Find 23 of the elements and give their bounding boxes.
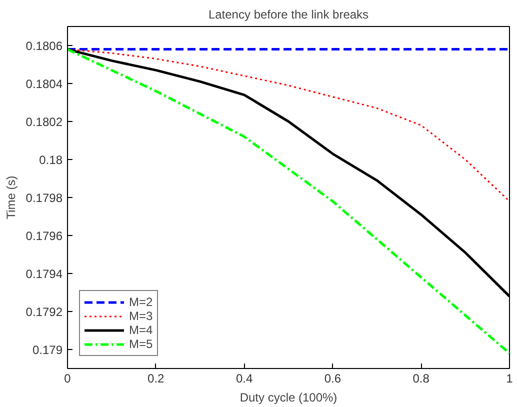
x-tick-label: 0.8 xyxy=(412,372,430,386)
y-tick-label: 0.1794 xyxy=(26,267,63,281)
y-tick-label: 0.18 xyxy=(39,153,63,167)
legend-label: M=2 xyxy=(129,295,153,309)
y-axis-title: Time (s) xyxy=(4,176,18,220)
legend-label: M=5 xyxy=(129,337,153,351)
y-tick-label: 0.1802 xyxy=(26,115,63,129)
x-tick-label: 1 xyxy=(506,372,514,386)
y-tick-label: 0.1798 xyxy=(26,191,63,205)
y-tick-label: 0.1806 xyxy=(26,39,63,53)
legend-label: M=3 xyxy=(129,309,153,323)
y-tick-label: 0.1796 xyxy=(26,229,63,243)
legend-label: M=4 xyxy=(129,323,153,337)
x-tick-label: 0.4 xyxy=(236,372,253,386)
y-tick-label: 0.1792 xyxy=(26,305,63,319)
x-tick-label: 0 xyxy=(64,372,72,386)
x-tick-label: 0.6 xyxy=(324,372,342,386)
y-tick-label: 0.1804 xyxy=(26,77,63,91)
y-tick-label: 0.179 xyxy=(32,343,63,357)
x-axis-title: Duty cycle (100%) xyxy=(240,390,338,404)
x-tick-label: 0.2 xyxy=(148,372,165,386)
line-series xyxy=(68,48,510,355)
chart-title: Latency before the link breaks xyxy=(208,8,369,22)
